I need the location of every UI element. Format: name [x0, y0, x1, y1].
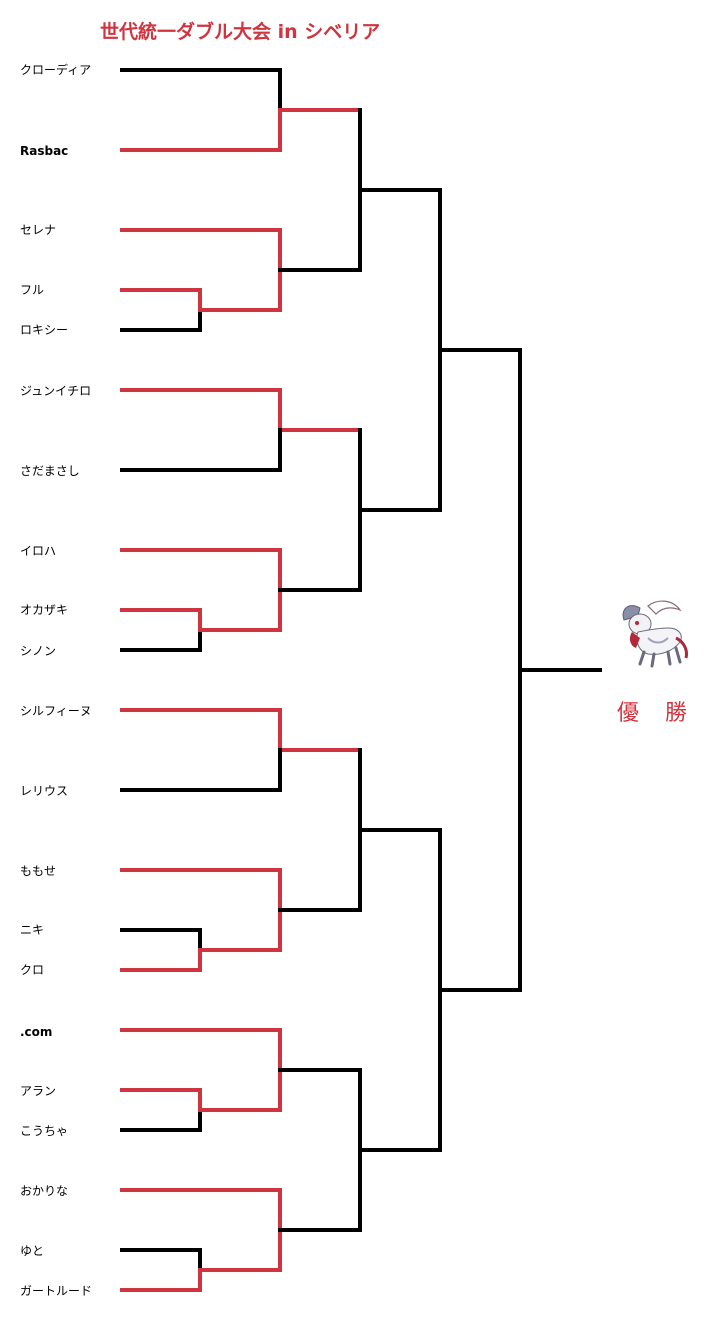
- winner-line: [120, 108, 362, 152]
- entrant-name: さだまさし: [20, 464, 80, 478]
- bracket-line: [278, 748, 362, 912]
- champion-label: 優 勝: [617, 701, 689, 726]
- bracket-line: [120, 928, 202, 952]
- winner-line: [120, 708, 362, 752]
- entrant-name: ゆと: [20, 1244, 44, 1258]
- entrant-name: ガートルード: [20, 1284, 92, 1298]
- bracket-line: [120, 68, 282, 112]
- entrant-name: ジュンイチロ: [20, 384, 91, 398]
- winner-line: [120, 608, 202, 632]
- absol-sprite-icon: [622, 600, 688, 668]
- winner-line: [120, 388, 362, 432]
- bracket-line: [120, 1108, 202, 1132]
- bracket-line: [278, 428, 362, 592]
- entrant-name: ももせ: [20, 864, 56, 878]
- bracket-line: [120, 628, 202, 652]
- entrant-name: オカザキ: [20, 603, 68, 617]
- winner-line: [120, 1268, 202, 1292]
- winner-line: [120, 288, 202, 312]
- entrant-name: セレナ: [20, 223, 56, 237]
- entrant-name: イロハ: [20, 544, 56, 558]
- bracket-line: [278, 108, 362, 272]
- entrant-name: アラン: [20, 1084, 56, 1098]
- entrant-name: .com: [20, 1025, 52, 1039]
- entrant-list: クローディア Rasbac セレナ フル ロキシー ジュンイチロ さだまさし イ…: [20, 62, 92, 1298]
- bracket-line: [120, 1248, 202, 1272]
- entrant-name: シルフィーヌ: [20, 704, 92, 718]
- entrant-name: ニキ: [20, 923, 44, 937]
- bracket-lines: [120, 68, 602, 1292]
- winner-line: [120, 948, 202, 972]
- entrant-name: フル: [20, 283, 44, 297]
- entrant-name: Rasbac: [20, 144, 68, 158]
- entrant-name: シノン: [20, 644, 56, 658]
- entrant-name: クロ: [20, 963, 44, 977]
- bracket-line: [120, 748, 282, 792]
- bracket-title: 世代統一ダブル大会 in シベリア: [100, 20, 380, 43]
- bracket-line: [120, 308, 202, 332]
- bracket-line: [120, 428, 282, 472]
- entrant-name: こうちゃ: [20, 1124, 68, 1138]
- bracket-line: [278, 1068, 362, 1232]
- entrant-name: クローディア: [20, 62, 91, 77]
- winner-line: [120, 1088, 202, 1112]
- entrant-name: おかりな: [20, 1184, 68, 1198]
- entrant-name: レリウス: [20, 784, 68, 798]
- entrant-name: ロキシー: [20, 323, 68, 337]
